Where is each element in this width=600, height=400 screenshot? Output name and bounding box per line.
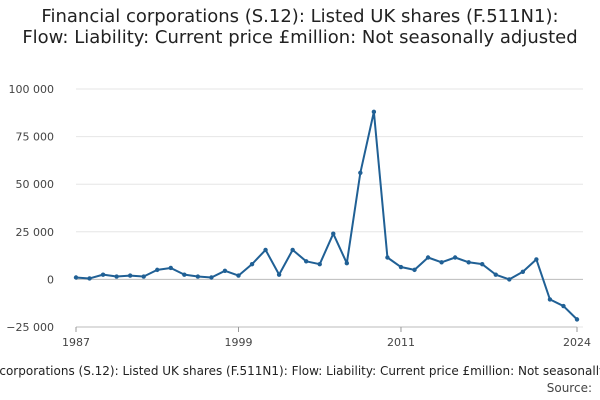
data-point [371, 109, 377, 115]
data-point [317, 261, 322, 267]
chart-title: Financial corporations (S.12): Listed UK… [22, 6, 578, 48]
data-point [87, 276, 92, 281]
data-point [263, 247, 268, 253]
data-point [480, 261, 485, 267]
data-point [358, 170, 363, 175]
y-tick-label: 25 000 [16, 226, 55, 239]
y-tick-label: 75 000 [16, 131, 55, 144]
data-point [466, 260, 471, 265]
data-point [534, 257, 539, 262]
data-point [141, 274, 146, 279]
data-point [249, 261, 255, 267]
data-point [520, 269, 526, 274]
data-point [290, 247, 295, 253]
data-point [114, 274, 119, 279]
data-point [507, 277, 512, 282]
data-point [73, 275, 79, 280]
data-point [303, 259, 309, 264]
y-tick-label: −25 000 [6, 321, 54, 334]
data-point [561, 303, 566, 309]
series-caption: Financial corporations (S.12): Listed UK… [0, 363, 600, 379]
data-point [398, 264, 404, 270]
data-point [547, 297, 553, 302]
data-point [127, 273, 133, 278]
data-point [155, 267, 160, 273]
data-point [574, 317, 580, 322]
gridlines [76, 88, 583, 328]
data-point [182, 272, 187, 277]
data-point [195, 274, 201, 279]
data-point [168, 265, 173, 271]
data-point [276, 272, 282, 277]
series-caption-text: Financial corporations (S.12): Listed UK… [0, 364, 600, 378]
x-tick-label: 1999 [224, 336, 252, 349]
data-point [452, 255, 458, 260]
data-point [209, 275, 214, 280]
data-point [412, 267, 417, 273]
data-point [236, 273, 241, 278]
data-point [222, 268, 228, 274]
data-point [493, 272, 498, 277]
data-point [385, 255, 390, 260]
data-point [100, 272, 106, 277]
data-point [439, 260, 444, 265]
data-point [344, 261, 350, 266]
source-label: Source: [546, 381, 592, 395]
x-tick-label: 1987 [62, 336, 90, 349]
data-point [425, 255, 431, 260]
y-tick-label: 0 [47, 273, 54, 286]
x-tick-label: 2024 [563, 336, 591, 349]
y-tick-label: 50 000 [16, 178, 55, 191]
y-tick-label: 100 000 [9, 83, 55, 96]
series [73, 109, 580, 322]
axes: −25 000 0 25 000 50 000 75 000 100 000 1987 199… [6, 83, 591, 349]
data-point [331, 231, 336, 236]
x-tick-label: 2011 [387, 336, 415, 349]
series-line [75, 110, 578, 321]
